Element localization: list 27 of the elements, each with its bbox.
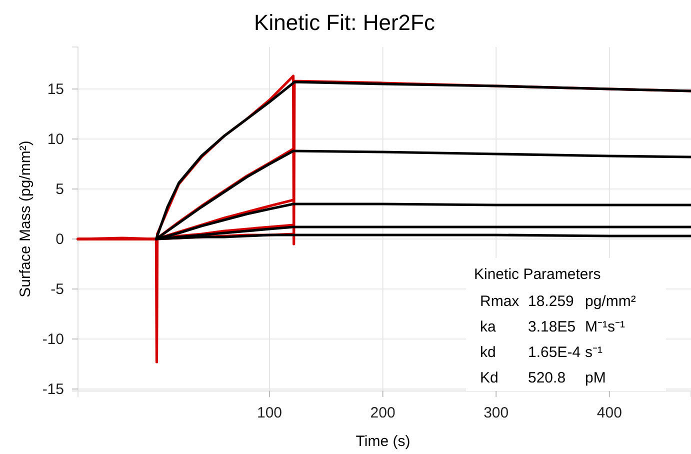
- annotation: s⁻¹: [585, 344, 602, 361]
- annotation: 1.65E-4: [528, 344, 581, 361]
- annotation: pg/mm²: [585, 293, 636, 310]
- y-tick-label: -5: [50, 280, 64, 298]
- annotation: 520.8: [528, 370, 566, 386]
- x-tick-label: 400: [596, 404, 622, 422]
- annotation: Kinetic Parameters: [474, 266, 601, 283]
- x-tick-label: 100: [256, 404, 282, 422]
- y-tick-label: 5: [56, 180, 64, 198]
- y-tick-label: 15: [47, 80, 64, 98]
- annotation: pM: [585, 370, 606, 386]
- annotation: kd: [480, 344, 496, 361]
- x-tick-label: 200: [370, 404, 396, 422]
- annotation: 3.18E5: [528, 318, 576, 336]
- x-axis-title: Time (s): [356, 433, 410, 450]
- y-tick-label: -15: [42, 380, 64, 398]
- y-axis-title: Surface Mass (pg/mm²): [17, 140, 34, 298]
- y-tick-label: 0: [56, 230, 64, 248]
- chart-title: Kinetic Fit: Her2Fc: [254, 10, 435, 35]
- annotation: 18.259: [528, 293, 574, 310]
- y-tick-label: 10: [47, 130, 64, 148]
- annotation: M⁻¹s⁻¹: [585, 318, 625, 336]
- x-tick-label: 300: [484, 404, 509, 422]
- annotation: Kd: [480, 370, 498, 386]
- y-tick-label: -10: [42, 330, 64, 348]
- annotation: ka: [480, 318, 496, 336]
- annotation: Rmax: [480, 293, 520, 310]
